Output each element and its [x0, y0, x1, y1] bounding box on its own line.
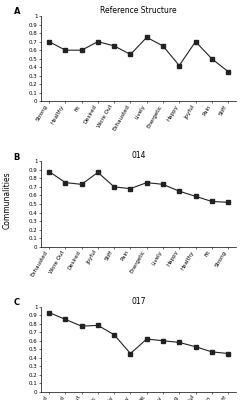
Text: A: A: [14, 8, 20, 16]
Text: C: C: [14, 298, 20, 307]
Text: B: B: [14, 153, 20, 162]
Text: Communalities: Communalities: [3, 171, 12, 229]
Title: Reference Structure: Reference Structure: [100, 6, 177, 15]
Title: 017: 017: [131, 297, 146, 306]
Title: 014: 014: [131, 152, 146, 160]
